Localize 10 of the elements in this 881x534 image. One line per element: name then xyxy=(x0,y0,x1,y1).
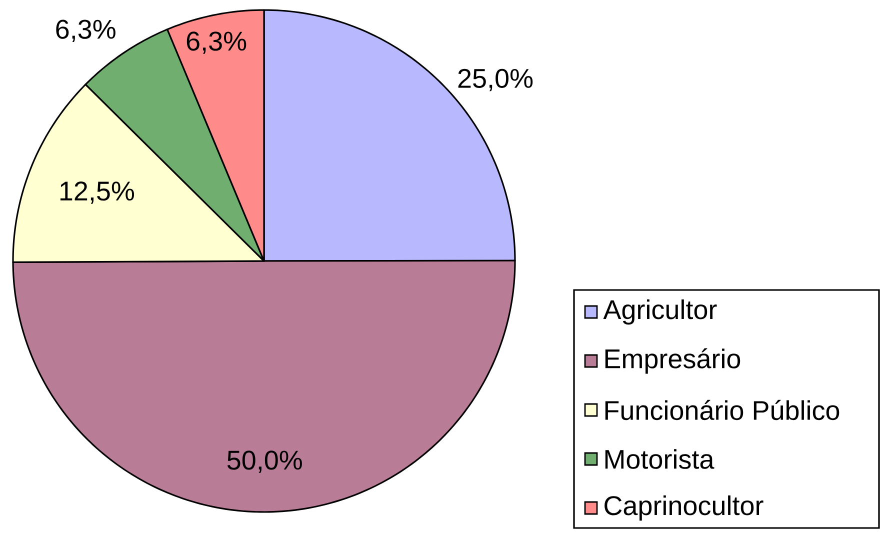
legend-label: Caprinocultor xyxy=(604,495,764,521)
data-label: 6,3% xyxy=(186,32,246,54)
data-label: 25,0% xyxy=(458,68,533,92)
legend-label: Motorista xyxy=(605,449,714,469)
data-label: 6,3% xyxy=(56,20,116,42)
legend-label: Empresário xyxy=(605,348,740,374)
legend-label: Agricultor xyxy=(603,299,717,325)
data-label: 12,5% xyxy=(60,182,134,204)
legend-label: Funcionário Público xyxy=(605,400,840,420)
data-label: 50,0% xyxy=(227,450,302,473)
